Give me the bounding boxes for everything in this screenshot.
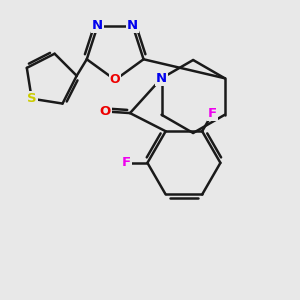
- Text: O: O: [110, 74, 121, 86]
- Text: S: S: [27, 92, 37, 105]
- Text: N: N: [92, 20, 103, 32]
- Text: N: N: [127, 20, 138, 32]
- Text: F: F: [122, 156, 131, 170]
- Text: O: O: [100, 105, 111, 118]
- Text: N: N: [156, 72, 167, 85]
- Text: F: F: [208, 107, 217, 120]
